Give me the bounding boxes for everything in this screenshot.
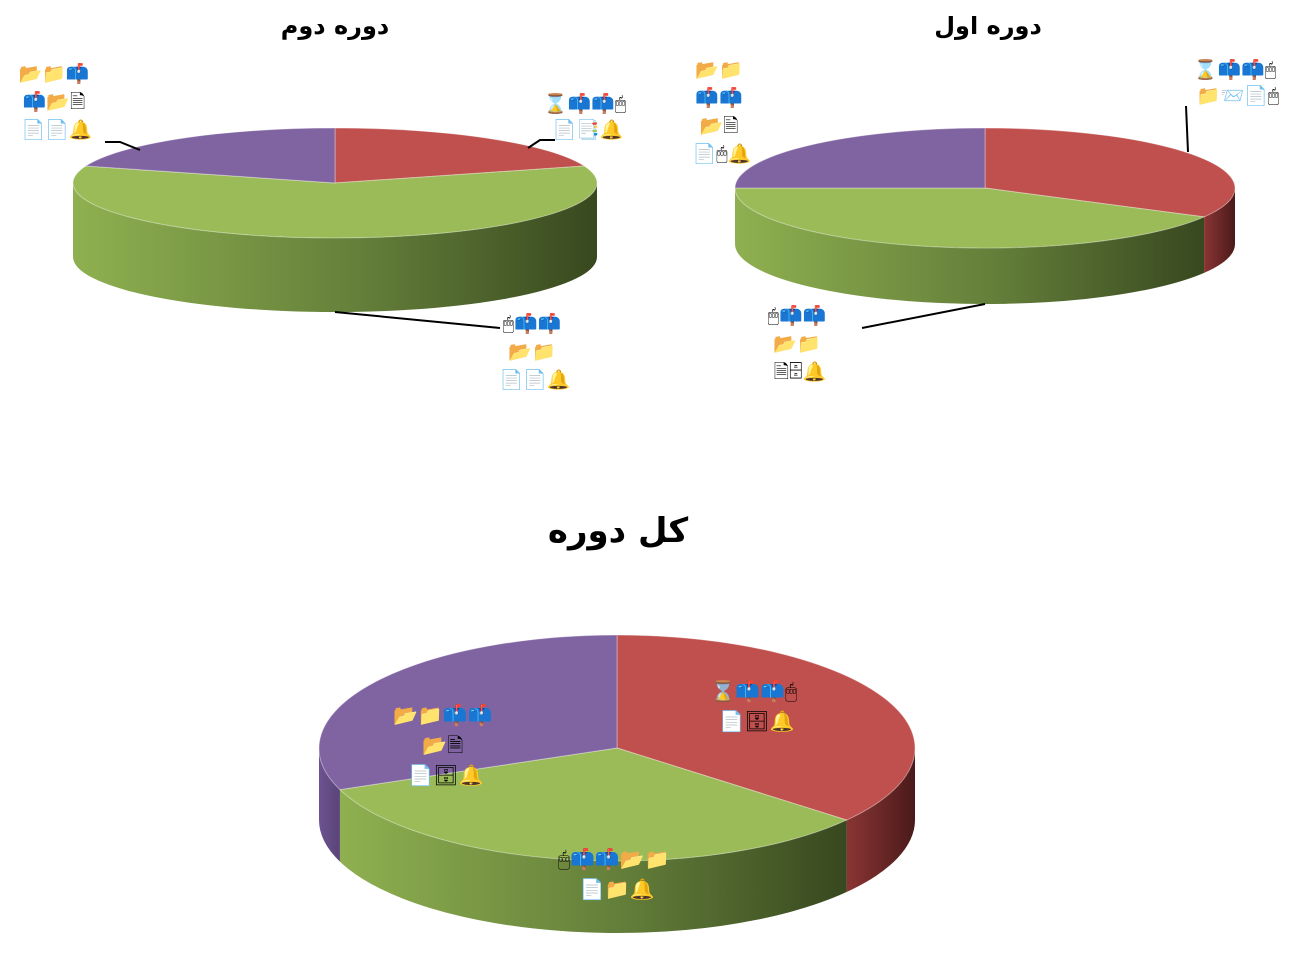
- leader-line: [527, 139, 555, 149]
- pie-slice: [984, 127, 1236, 218]
- leader-line: [105, 141, 141, 151]
- leader-line: [861, 303, 986, 329]
- slice-label: 📂📁 📫📫 📂🗎 📄🖱🔔: [693, 59, 752, 165]
- pie-slice: [338, 747, 849, 862]
- pie-slice-side: [339, 789, 847, 933]
- pie-slice: [334, 127, 586, 184]
- pie-chart-period-1: دوره اول ⌛📫📫🖱 📁📨📄🖱 🖱📫📫 📂📁 🗎🗄🔔 📂📁 📫📫 📂🗎: [693, 12, 1282, 383]
- slice-label: ⌛📫📫🖱 📄🗄🔔: [710, 679, 803, 733]
- pie-slice: [84, 127, 336, 184]
- pie-slice-side: [735, 188, 1205, 305]
- chart-title: دوره اول: [934, 12, 1042, 40]
- chart-title: کل دوره: [548, 511, 688, 551]
- slice-label: 📂📁📫📫 📂🗎 📄🗄🔔: [393, 703, 499, 787]
- leader-line: [334, 311, 501, 329]
- chart-title: دوره دوم: [281, 12, 389, 40]
- slice-label: 🖱📫📫 📂📁 📄📄🔔: [500, 312, 571, 391]
- pie-slice: [734, 187, 1206, 249]
- leader-line: [739, 154, 743, 163]
- slice-label: 🖱📫📫 📂📁 🗎🗄🔔: [768, 304, 833, 383]
- slice-labels: ⌛📫📫🖱 📄📑🔔 🖱📫📫 📂📁 📄📄🔔 📂📁📫 📫📂🗎 📄📄🔔: [18, 62, 632, 391]
- slice-labels: ⌛📫📫🖱 📄🗄🔔 🖱📫📫📂📁 📄📁🔔 📂📁📫📫 📂🗎 📄🗄🔔: [393, 679, 803, 901]
- pie-slice-side: [846, 748, 915, 893]
- pie-slice-side: [319, 748, 340, 862]
- pie-slice-side: [73, 183, 597, 312]
- leader-line: [1185, 105, 1189, 153]
- pie-chart-total: کل دوره ⌛📫📫🖱 📄🗄🔔 🖱📫📫📂📁 📄📁🔔 📂📁📫📫 📂🗎 📄🗄🔔: [318, 511, 916, 933]
- slice-labels: ⌛📫📫🖱 📁📨📄🖱 🖱📫📫 📂📁 🗎🗄🔔 📂📁 📫📫 📂🗎 📄🖱🔔: [693, 58, 1282, 383]
- slice-label: 📂📁📫 📫📂🗎 📄📄🔔: [18, 62, 95, 141]
- slice-label: ⌛📫📫🖱 📁📨📄🖱: [1194, 58, 1282, 107]
- slice-label: ⌛📫📫🖱 📄📑🔔: [544, 92, 632, 141]
- pie-slices: [734, 127, 1236, 305]
- leader-lines: [739, 105, 1189, 329]
- slice-label: 🖱📫📫📂📁 📄📁🔔: [558, 847, 676, 901]
- pie-slices: [72, 127, 598, 312]
- pie-slice: [318, 634, 618, 791]
- pie-slice-side: [1204, 188, 1235, 273]
- leader-lines: [105, 139, 555, 329]
- pie-slice: [616, 634, 916, 821]
- pie-slice: [734, 127, 986, 189]
- pie-slices: [318, 634, 916, 933]
- pie-slice: [72, 165, 598, 239]
- pie-chart-period-2: دوره دوم ⌛📫📫🖱 📄📑🔔 🖱📫📫 📂📁 📄📄🔔 📂📁📫 📫📂🗎 📄�: [18, 12, 632, 391]
